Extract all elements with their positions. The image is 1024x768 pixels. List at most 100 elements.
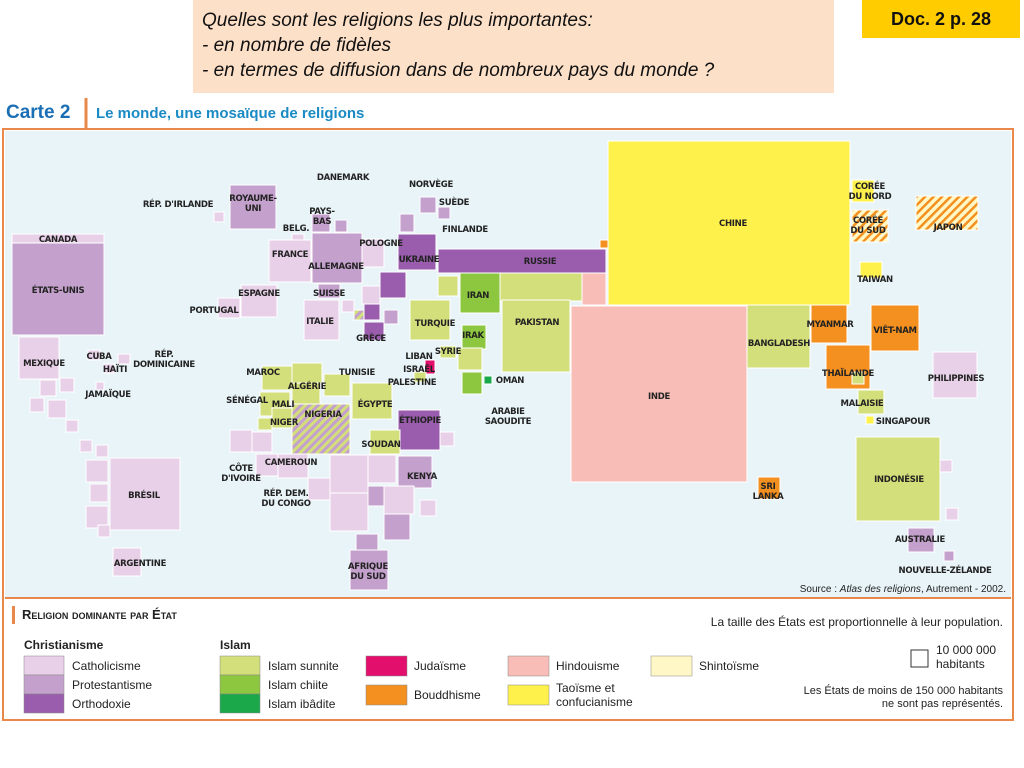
legend-swatch: [507, 655, 550, 677]
legend-group: Christianisme: [24, 638, 104, 652]
country-label: FINLANDE: [442, 225, 488, 235]
country-label: GRÈCE: [356, 332, 386, 344]
source-part: Atlas des religions: [839, 584, 921, 595]
country-label: OMAN: [496, 376, 524, 386]
legend-marker: [12, 606, 15, 624]
country-block: [383, 513, 411, 541]
country-block: [439, 345, 457, 359]
country-label: DOMINICAINE: [133, 360, 195, 370]
legend-label: Taoïsme et: [556, 681, 615, 695]
country-label: MALI: [272, 400, 295, 410]
country-block: [851, 209, 889, 243]
country-block: [217, 297, 241, 319]
country-label: DU SUD: [350, 572, 385, 582]
country-block: [607, 140, 851, 306]
country-block: [47, 399, 67, 419]
country-label: CORÉE: [853, 214, 884, 226]
country-label: ARGENTINE: [114, 559, 167, 569]
country-label: PHILIPPINES: [928, 374, 985, 384]
question-box: [193, 0, 834, 93]
question-line: - en termes de diffusion dans de nombreu…: [202, 60, 715, 81]
country-label: THAÏLANDE: [822, 368, 874, 379]
country-block: [361, 285, 381, 305]
country-block: [95, 444, 109, 458]
country-label: ARABIE: [491, 407, 525, 417]
country-label: INDE: [648, 392, 670, 402]
country-label: ÉGYPTE: [358, 398, 393, 410]
country-label: SOUDAN: [361, 440, 400, 450]
country-block: [851, 179, 875, 203]
country-block: [268, 239, 312, 283]
country-block: [437, 206, 451, 220]
legend-swatch: [507, 684, 550, 706]
country-label: SINGAPOUR: [876, 417, 931, 427]
country-label: HAÏTI: [103, 364, 127, 375]
country-block: [932, 351, 978, 399]
country-block: [746, 304, 811, 369]
country-label: ÉTATS-UNIS: [32, 284, 85, 296]
legend-note: La taille des États est proportionnelle …: [711, 614, 1003, 629]
country-block: [399, 213, 415, 233]
country-label: SRI: [761, 482, 776, 492]
country-label: RUSSIE: [524, 257, 557, 267]
country-label: SAOUDITE: [485, 417, 532, 427]
country-block: [291, 362, 323, 384]
legend-footnote: ne sont pas représentés.: [882, 698, 1003, 710]
country-label: DANEMARK: [317, 173, 370, 183]
legend-footnote: Les États de moins de 150 000 habitants: [804, 684, 1004, 697]
scale-label: habitants: [936, 657, 985, 671]
scale-label: 10 000 000: [936, 643, 996, 657]
country-label: RÉP. DEM.: [263, 487, 308, 499]
country-label: AUSTRALIE: [895, 535, 945, 545]
country-block: [857, 389, 885, 415]
country-block: [11, 242, 105, 336]
country-label: MALAISIE: [841, 399, 884, 409]
country-block: [85, 505, 109, 529]
legend-label: Islam ibâdite: [268, 697, 336, 711]
country-label: ROYAUME-: [229, 194, 277, 204]
legend-label: Shintoïsme: [699, 659, 759, 673]
country-block: [859, 261, 883, 279]
country-label: ISRAËL: [403, 364, 436, 375]
country-block: [229, 429, 253, 453]
country-label: IRAN: [467, 291, 489, 301]
country-label: MEXIQUE: [23, 359, 65, 369]
legend-group: Islam: [220, 638, 251, 652]
country-block: [870, 304, 920, 352]
country-block: [581, 272, 607, 306]
legend-label: Bouddhisme: [414, 688, 481, 702]
country-block: [329, 454, 369, 494]
country-label: CAMEROUN: [265, 458, 318, 468]
country-label: VIÊT-NAM: [873, 324, 916, 336]
country-label: NIGER: [270, 418, 299, 428]
country-label: KENYA: [407, 472, 438, 482]
legend-label: Islam sunnite: [268, 659, 339, 673]
country-block: [810, 304, 848, 344]
legend-label: Orthodoxie: [72, 697, 131, 711]
country-label: NOUVELLE-ZÉLANDE: [899, 564, 992, 576]
country-label: JAMAÏQUE: [84, 389, 131, 400]
country-label: POLOGNE: [359, 239, 403, 249]
country-block: [89, 483, 109, 503]
country-label: AFRIQUE: [348, 562, 388, 572]
country-block: [334, 219, 348, 233]
country-label: D'IVOIRE: [221, 474, 261, 484]
country-block: [341, 299, 355, 313]
country-block: [419, 499, 437, 517]
country-label: ALGÉRIE: [288, 380, 327, 392]
country-label: SUISSE: [313, 289, 346, 299]
legend-swatch: [219, 693, 261, 714]
legend-swatch: [650, 655, 693, 677]
country-block: [291, 403, 351, 455]
country-block: [85, 459, 109, 483]
country-block: [65, 419, 79, 433]
country-block: [349, 549, 389, 591]
country-block: [483, 375, 493, 385]
country-block: [311, 213, 331, 233]
country-label: NORVÈGE: [409, 178, 453, 190]
country-block: [311, 232, 363, 284]
country-label: IRAK: [462, 331, 484, 341]
country-label: LIBAN: [405, 352, 432, 362]
country-block: [599, 239, 609, 249]
country-block: [379, 271, 407, 299]
